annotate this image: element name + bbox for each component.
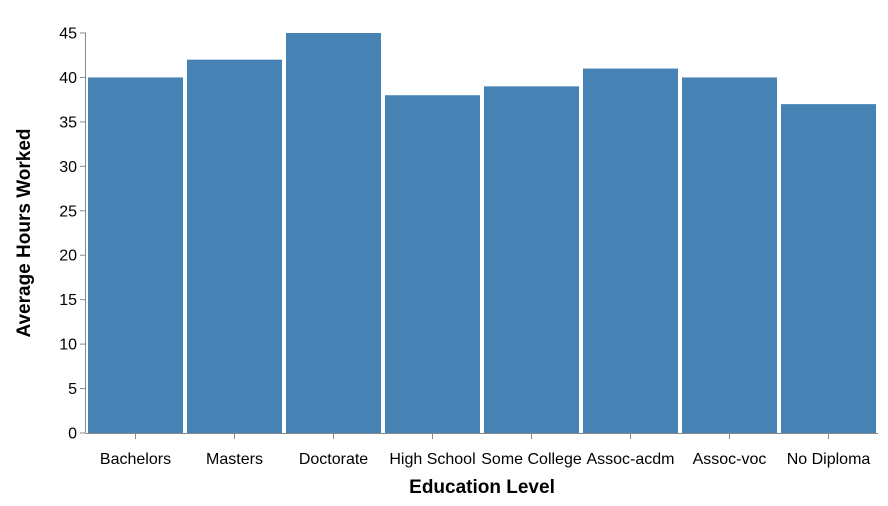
y-tick-label: 0 — [68, 426, 77, 443]
bar-assoc-acdm — [583, 68, 678, 434]
bar-no-diploma — [781, 104, 876, 433]
y-tick-label: 25 — [59, 203, 77, 220]
x-axis-title: Education Level — [409, 477, 555, 498]
bar-masters — [187, 59, 282, 434]
y-tick-label: 45 — [59, 26, 77, 43]
x-axis: Bachelors Masters Doctorate High School Some… — [86, 433, 878, 468]
y-axis: 0 5 10 15 20 25 30 35 40 45 — [59, 26, 86, 443]
x-tick-label: No Diploma — [787, 451, 871, 468]
bars-group — [88, 33, 876, 434]
y-axis-title: Average Hours Worked — [14, 128, 35, 337]
bar-high-school — [385, 95, 480, 433]
y-tick-label: 15 — [59, 292, 77, 309]
x-tick-label: Bachelors — [100, 451, 171, 468]
bar-bachelors — [88, 77, 183, 433]
x-tick-label: High School — [389, 451, 475, 468]
bar-some-college — [484, 86, 579, 433]
x-tick-label: Assoc-acdm — [586, 451, 674, 468]
y-tick-label: 20 — [59, 248, 77, 265]
bar-assoc-voc — [682, 77, 777, 433]
y-tick-label: 5 — [68, 381, 77, 398]
x-tick-label: Assoc-voc — [693, 451, 767, 468]
y-tick-label: 30 — [59, 159, 77, 176]
x-tick-label: Masters — [206, 451, 263, 468]
x-tick-label: Doctorate — [299, 451, 368, 468]
y-tick-label: 40 — [59, 70, 77, 87]
y-tick-label: 10 — [59, 337, 77, 354]
bar-doctorate — [286, 33, 381, 433]
y-tick-label: 35 — [59, 114, 77, 131]
x-tick-label: Some College — [481, 451, 582, 468]
